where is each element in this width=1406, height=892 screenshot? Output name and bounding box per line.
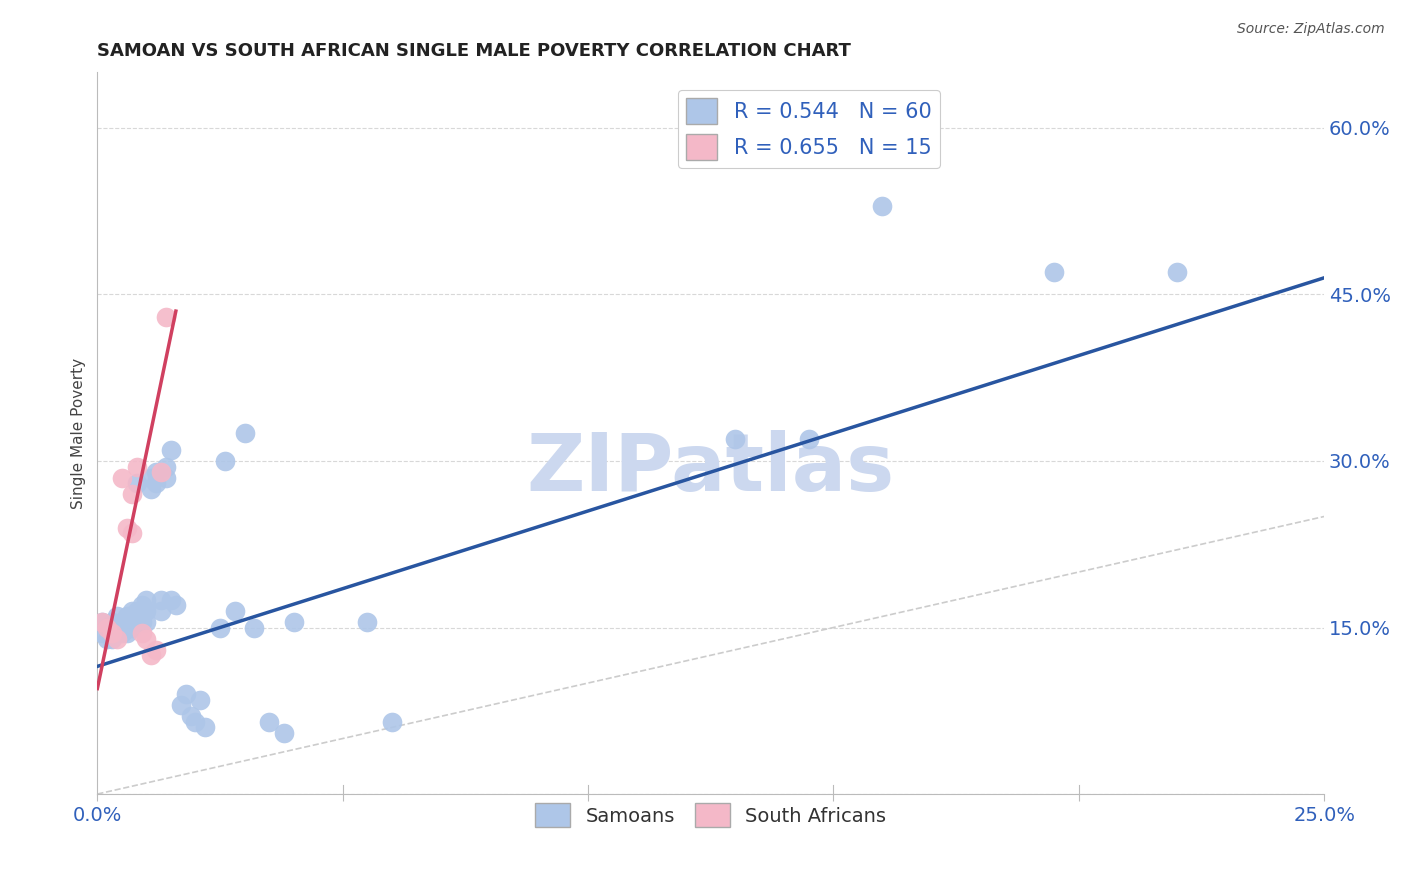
- Point: [174, 687, 197, 701]
- Point: [115, 620, 138, 634]
- Point: [224, 604, 246, 618]
- Point: [135, 615, 157, 629]
- Point: [135, 592, 157, 607]
- Point: [170, 698, 193, 713]
- Point: [797, 432, 820, 446]
- Point: [356, 615, 378, 629]
- Point: [155, 470, 177, 484]
- Point: [155, 310, 177, 324]
- Point: [165, 599, 187, 613]
- Point: [125, 476, 148, 491]
- Point: [91, 626, 114, 640]
- Point: [96, 620, 118, 634]
- Point: [150, 465, 173, 479]
- Point: [96, 620, 118, 634]
- Point: [131, 615, 153, 629]
- Point: [121, 620, 143, 634]
- Point: [155, 459, 177, 474]
- Point: [111, 470, 134, 484]
- Text: SAMOAN VS SOUTH AFRICAN SINGLE MALE POVERTY CORRELATION CHART: SAMOAN VS SOUTH AFRICAN SINGLE MALE POVE…: [97, 42, 851, 60]
- Point: [160, 592, 183, 607]
- Point: [724, 432, 747, 446]
- Point: [101, 626, 124, 640]
- Point: [145, 476, 167, 491]
- Point: [233, 426, 256, 441]
- Point: [115, 520, 138, 534]
- Y-axis label: Single Male Poverty: Single Male Poverty: [72, 358, 86, 508]
- Point: [105, 620, 128, 634]
- Point: [121, 604, 143, 618]
- Point: [131, 599, 153, 613]
- Point: [105, 609, 128, 624]
- Legend: Samoans, South Africans: Samoans, South Africans: [527, 796, 894, 835]
- Point: [141, 648, 163, 663]
- Point: [381, 714, 404, 729]
- Point: [160, 442, 183, 457]
- Point: [141, 482, 163, 496]
- Point: [145, 642, 167, 657]
- Point: [257, 714, 280, 729]
- Point: [150, 604, 173, 618]
- Point: [111, 620, 134, 634]
- Point: [121, 615, 143, 629]
- Point: [111, 615, 134, 629]
- Point: [194, 721, 217, 735]
- Point: [145, 465, 167, 479]
- Point: [214, 454, 236, 468]
- Point: [131, 604, 153, 618]
- Point: [1166, 265, 1188, 279]
- Point: [111, 626, 134, 640]
- Point: [115, 626, 138, 640]
- Point: [105, 626, 128, 640]
- Point: [135, 604, 157, 618]
- Point: [135, 632, 157, 646]
- Point: [91, 615, 114, 629]
- Point: [121, 487, 143, 501]
- Point: [283, 615, 305, 629]
- Point: [115, 609, 138, 624]
- Point: [131, 626, 153, 640]
- Point: [150, 592, 173, 607]
- Point: [105, 632, 128, 646]
- Point: [141, 470, 163, 484]
- Point: [125, 604, 148, 618]
- Point: [91, 615, 114, 629]
- Text: Source: ZipAtlas.com: Source: ZipAtlas.com: [1237, 22, 1385, 37]
- Point: [101, 632, 124, 646]
- Point: [208, 620, 231, 634]
- Text: ZIPatlas: ZIPatlas: [527, 430, 894, 508]
- Point: [273, 726, 295, 740]
- Point: [190, 692, 212, 706]
- Point: [101, 626, 124, 640]
- Point: [121, 526, 143, 541]
- Point: [96, 632, 118, 646]
- Point: [872, 199, 894, 213]
- Point: [184, 714, 207, 729]
- Point: [1043, 265, 1066, 279]
- Point: [125, 459, 148, 474]
- Point: [125, 615, 148, 629]
- Point: [243, 620, 266, 634]
- Point: [180, 709, 202, 723]
- Point: [101, 615, 124, 629]
